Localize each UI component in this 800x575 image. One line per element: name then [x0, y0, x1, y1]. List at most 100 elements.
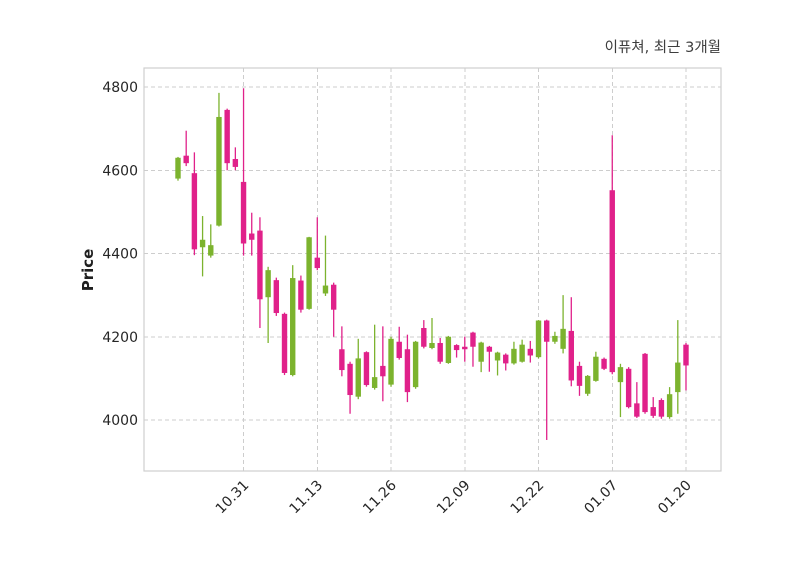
candle-body	[371, 377, 378, 388]
candle-body	[322, 285, 329, 294]
candle-body	[224, 109, 230, 164]
candle-body	[478, 342, 484, 362]
candle-body	[486, 346, 493, 352]
candle-up	[519, 339, 525, 363]
candle-body	[576, 365, 583, 386]
x-tick-label: 11.13	[286, 478, 326, 518]
y-axis-tick-labels: 4800 4600 4400 4200 4000	[102, 80, 138, 429]
candle-up	[584, 375, 591, 396]
candle-body	[503, 354, 509, 364]
candle-body	[412, 341, 419, 388]
candle-body	[519, 344, 525, 362]
candle-body	[552, 335, 558, 342]
candle-body	[191, 173, 198, 250]
candle-body	[494, 352, 501, 361]
candle-up	[478, 341, 484, 373]
y-tick-label: 4800	[102, 80, 138, 96]
candle-body	[208, 245, 214, 256]
candle-down	[240, 88, 247, 256]
candle-up	[265, 266, 271, 343]
candle-up	[175, 156, 181, 181]
x-tick-label: 10.31	[213, 478, 253, 518]
candle-up	[445, 335, 452, 364]
candle-body	[650, 407, 656, 416]
candle-body	[216, 116, 222, 226]
candle-body	[544, 320, 550, 342]
candle-down	[347, 361, 353, 414]
candle-body	[584, 375, 591, 394]
candle-body	[281, 313, 288, 373]
candle-body	[273, 280, 280, 314]
candle-up	[535, 320, 542, 359]
candle-up	[216, 92, 222, 227]
candle-up	[355, 338, 361, 400]
candle-up	[429, 318, 435, 350]
candle-body	[511, 348, 517, 364]
candle-body	[462, 346, 468, 350]
candle-down	[314, 217, 320, 271]
candle-down	[380, 326, 386, 402]
candle-down	[625, 367, 632, 409]
candle-down	[224, 108, 230, 171]
candle-down	[650, 397, 656, 418]
candles	[175, 88, 689, 440]
candle-body	[601, 358, 607, 369]
candle-down	[404, 334, 411, 403]
candle-body	[421, 328, 427, 347]
candle-body	[339, 349, 345, 371]
y-tick-label: 4600	[102, 163, 138, 179]
candle-body	[380, 365, 386, 377]
x-axis-tick-labels: 10.31 11.13 11.26 12.09 12.22 01.07 01.20	[213, 477, 695, 517]
candle-down	[609, 135, 615, 375]
candle-body	[683, 344, 689, 366]
candle-down	[486, 345, 493, 372]
candle-up	[388, 336, 394, 387]
candle-body	[609, 190, 615, 373]
candle-body	[249, 233, 255, 240]
candle-up	[199, 216, 206, 277]
candle-body	[298, 280, 304, 310]
candle-up	[511, 341, 517, 365]
candle-down	[191, 152, 198, 256]
candle-body	[429, 342, 435, 348]
candle-down	[453, 344, 460, 358]
candle-up	[208, 224, 214, 258]
candle-body	[593, 356, 599, 381]
candle-body	[355, 358, 361, 397]
candle-down	[281, 312, 288, 376]
candle-body	[363, 352, 370, 386]
candle-body	[330, 284, 337, 310]
y-tick-label: 4200	[102, 330, 138, 346]
candle-body	[290, 278, 296, 376]
x-tick-label: 11.26	[360, 477, 400, 517]
candle-down	[249, 212, 255, 256]
candle-body	[306, 237, 312, 309]
candle-down	[421, 320, 427, 349]
candle-body	[240, 181, 247, 244]
x-tick-label: 01.07	[581, 478, 621, 518]
candle-up	[666, 387, 673, 419]
candle-body	[265, 270, 271, 298]
candle-up	[322, 235, 329, 296]
candle-body	[617, 367, 624, 383]
candle-body	[257, 230, 263, 300]
plot-border	[143, 67, 722, 472]
candle-down	[658, 398, 665, 419]
candle-body	[445, 336, 452, 363]
candle-body	[175, 157, 181, 179]
candle-down	[396, 326, 402, 360]
candle-down	[298, 275, 304, 313]
candle-up	[371, 324, 378, 390]
candle-down	[634, 382, 640, 418]
candle-body	[527, 348, 534, 356]
candle-up	[412, 340, 419, 389]
candle-up	[675, 320, 681, 414]
candle-down	[232, 147, 239, 171]
candle-body	[347, 363, 353, 396]
chart-title: 이퓨쳐, 최근 3개월	[605, 39, 721, 56]
candle-down	[544, 319, 550, 440]
candle-up	[593, 351, 599, 382]
candle-down	[601, 357, 607, 371]
candle-body	[396, 341, 402, 358]
candle-down	[183, 130, 189, 167]
